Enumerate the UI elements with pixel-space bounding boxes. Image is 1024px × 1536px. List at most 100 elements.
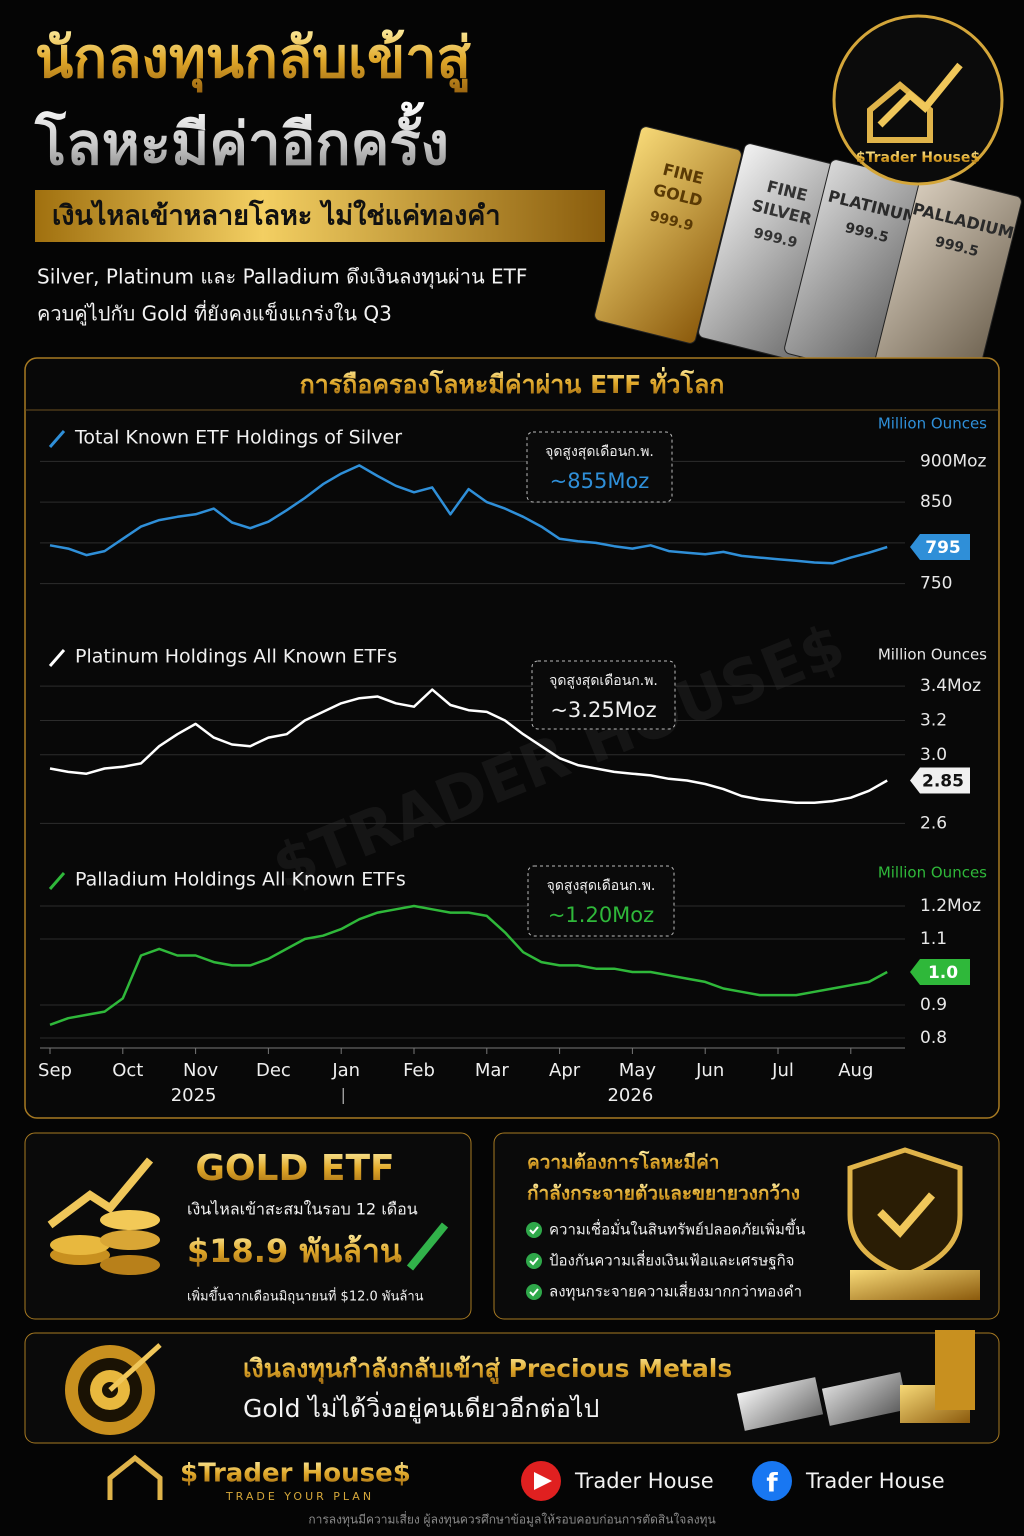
check-icon: [877, 1192, 936, 1238]
y-tick-label: 850: [920, 492, 952, 512]
y-tick-label: 3.0: [920, 745, 947, 765]
gold-bars-icon: [850, 1270, 980, 1300]
x-tick-label: Oct: [112, 1060, 143, 1081]
latest-badge: [910, 533, 970, 560]
logo-arrow: [877, 62, 963, 128]
annotation-box: [531, 660, 676, 730]
y-tick-label: 0.9: [920, 995, 947, 1015]
footer-logo: $Trader House$: [180, 1459, 411, 1489]
series-line: [49, 688, 888, 805]
legend-label: Platinum Holdings All Known ETFs: [75, 646, 397, 668]
annotation-label: จุดสูงสุดเดือนก.พ.: [549, 673, 658, 689]
bullet-text: ความเชื่อมั่นในสินทรัพย์ปลอดภัยเพิ่มขึ้น: [549, 1219, 805, 1239]
y-tick-label: 750: [920, 574, 952, 594]
latest-badge: [910, 767, 970, 794]
bullet-check: [526, 1253, 542, 1269]
x-tick-label: Mar: [475, 1060, 510, 1081]
legend-swatch: [48, 872, 66, 890]
y-tick-label: 1.2Moz: [920, 896, 981, 916]
x-tick-label: Apr: [549, 1060, 581, 1081]
bullet-check: [526, 1284, 542, 1300]
x-tick-label: Jul: [771, 1060, 794, 1081]
latest-badge: [910, 959, 970, 985]
series-line: [49, 904, 888, 1026]
y-tick-label: 3.4Moz: [920, 676, 981, 696]
x-tick-label: Jun: [695, 1060, 724, 1081]
bullet-text: ป้องกันความเสี่ยงเงินเฟ้อและเศรษฐกิจ: [549, 1250, 794, 1270]
shield-icon: [847, 1147, 963, 1278]
panel-title: GOLD ETF: [195, 1148, 394, 1189]
annotation-value: ~1.20Moz: [548, 903, 654, 927]
annotation-value: ~3.25Moz: [550, 698, 656, 722]
x-tick-label: Dec: [256, 1060, 291, 1081]
axis-unit: Million Ounces: [878, 646, 987, 664]
banner-line: Gold ไม่ได้วิ่งอยู่คนเดียวอีกต่อไป: [243, 1391, 599, 1424]
x-tick-label: May: [619, 1060, 657, 1081]
y-tick-label: 1.1: [920, 929, 947, 949]
youtube-play: [534, 1472, 552, 1490]
footer-logo-icon: [107, 1454, 163, 1500]
bullet-tick: [529, 1226, 539, 1235]
legend-swatch: [48, 430, 66, 448]
x-tick-label: Aug: [838, 1060, 873, 1081]
y-tick-label: 2.6: [920, 813, 947, 833]
panel-title: ความต้องการโลหะมีค่า: [527, 1151, 719, 1174]
banner-line: เงินลงทุนกำลังกลับเข้าสู่ Precious Metal…: [243, 1354, 732, 1385]
bullet-tick: [529, 1257, 539, 1266]
subtitle: เงินไหลเข้าหลายโลหะ ไม่ใช่แค่ทองคำ: [52, 199, 500, 232]
y-tick-label: 3.2: [920, 710, 947, 730]
metal-bars: FINEGOLD999.9FINESILVER999.9PLATINUM999.…: [594, 126, 1022, 391]
subtitle-banner: [35, 190, 605, 242]
bullet-text: ลงทุนกระจายความเสี่ยงมากกว่าทองคำ: [549, 1281, 802, 1302]
legend-label: Palladium Holdings All Known ETFs: [75, 869, 406, 891]
bar-body: [594, 126, 742, 344]
bullet-list: ความเชื่อมั่นในสินทรัพย์ปลอดภัยเพิ่มขึ้น…: [526, 1219, 805, 1302]
panel-title: กำลังกระจายตัวและขยายวงกว้าง: [527, 1183, 800, 1205]
title-line: โลหะมีค่าอีกครั้ง: [34, 102, 449, 178]
footer-tagline: TRADE YOUR PLAN: [225, 1490, 374, 1503]
facebook-icon[interactable]: [752, 1461, 792, 1501]
up-arrow: [406, 1222, 449, 1271]
series-line: [49, 464, 888, 565]
annotation-label: จุดสูงสุดเดือนก.พ.: [547, 878, 656, 894]
chart-title: การถือครองโลหะมีค่าผ่าน ETF ทั่วโลก: [300, 367, 725, 399]
note: เพิ่มขึ้นจากเดือนมิถุนายนที่ $12.0 พันล้…: [187, 1287, 424, 1305]
legend-swatch: [48, 649, 66, 667]
youtube-link[interactable]: Trader House: [574, 1469, 714, 1493]
facebook-glyph: f: [766, 1469, 778, 1499]
metals-icon: [736, 1330, 975, 1431]
x-tick-label: Jan: [331, 1060, 360, 1081]
axis-unit: Million Ounces: [878, 864, 987, 882]
legend-label: Total Known ETF Holdings of Silver: [74, 427, 402, 449]
coins-icon: [47, 1157, 160, 1275]
x-tick-label: Feb: [403, 1060, 435, 1081]
axis-unit: Million Ounces: [878, 415, 987, 433]
description: Silver, Platinum และ Palladium ดึงเงินลง…: [37, 265, 527, 290]
chart-frame: [24, 357, 1000, 1119]
bullet-tick: [529, 1288, 539, 1297]
latest-label: 795: [925, 538, 961, 558]
disclaimer: การลงทุนมีความเสี่ยง ผู้ลงทุนควรศึกษาข้อ…: [308, 1511, 715, 1528]
panel-subtitle: เงินไหลเข้าสะสมในรอบ 12 เดือน: [187, 1200, 418, 1219]
bullet-check: [526, 1222, 542, 1238]
latest-label: 2.85: [922, 772, 964, 792]
x-tick-label: Nov: [183, 1060, 218, 1081]
annotation-box: [527, 865, 675, 937]
x-year-label: 2026: [607, 1085, 653, 1106]
y-tick-label: 0.8: [920, 1028, 947, 1048]
x-tick-label: Sep: [38, 1060, 72, 1081]
annotation-box: [526, 431, 673, 503]
facebook-link[interactable]: Trader House: [805, 1469, 945, 1493]
annotation-value: ~855Moz: [550, 469, 650, 493]
annotation-label: จุดสูงสุดเดือนก.พ.: [545, 444, 654, 460]
amount: $18.9 พันล้าน: [187, 1232, 402, 1270]
y-tick-label: 900Moz: [920, 451, 987, 471]
x-year-label: 2025: [171, 1085, 217, 1106]
target-icon: [65, 1343, 162, 1435]
logo-text: $Trader House$: [856, 150, 980, 166]
